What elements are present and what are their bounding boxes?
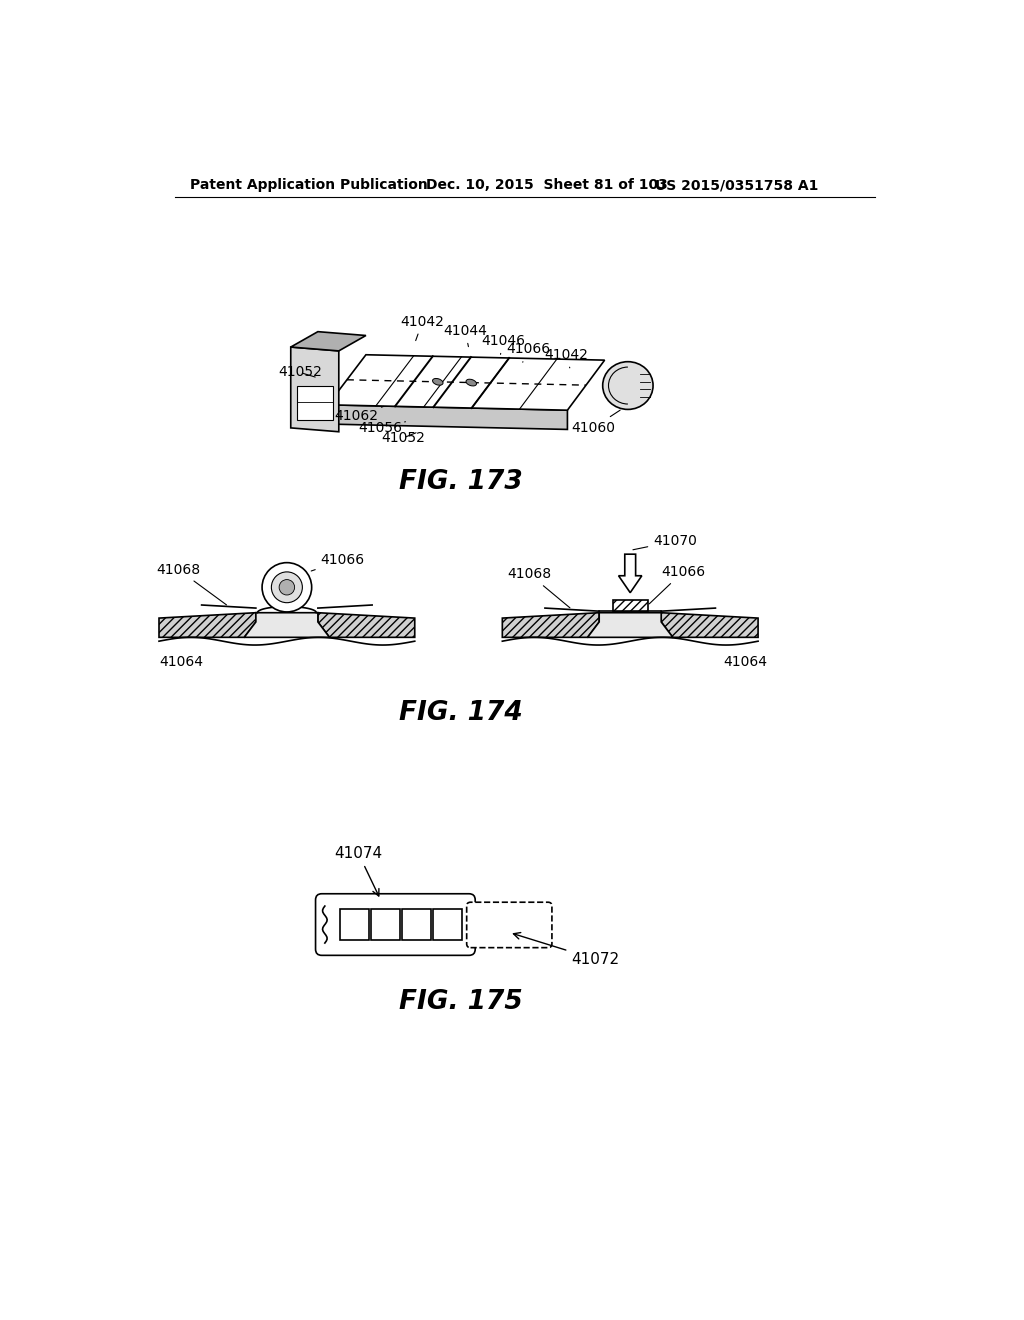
Bar xyxy=(612,601,647,611)
Text: 41062: 41062 xyxy=(335,407,384,424)
Text: 41042: 41042 xyxy=(400,314,444,341)
Text: 41064: 41064 xyxy=(159,655,203,669)
Polygon shape xyxy=(503,612,599,638)
Bar xyxy=(401,909,431,940)
Bar xyxy=(432,909,462,940)
Text: 41044: 41044 xyxy=(443,323,487,347)
Text: Dec. 10, 2015  Sheet 81 of 103: Dec. 10, 2015 Sheet 81 of 103 xyxy=(426,178,668,193)
Text: 41046: 41046 xyxy=(481,334,525,354)
Text: 41068: 41068 xyxy=(157,562,226,605)
Text: 41052: 41052 xyxy=(279,366,322,379)
Polygon shape xyxy=(317,612,415,638)
Polygon shape xyxy=(291,347,339,432)
Text: 41074: 41074 xyxy=(335,846,383,896)
Ellipse shape xyxy=(432,379,443,385)
Polygon shape xyxy=(245,612,330,638)
Polygon shape xyxy=(328,355,604,411)
Text: FIG. 175: FIG. 175 xyxy=(399,989,523,1015)
Text: 41070: 41070 xyxy=(633,535,697,549)
Text: FIG. 174: FIG. 174 xyxy=(399,700,523,726)
Text: FIG. 173: FIG. 173 xyxy=(399,469,523,495)
Text: Patent Application Publication: Patent Application Publication xyxy=(190,178,428,193)
Text: US 2015/0351758 A1: US 2015/0351758 A1 xyxy=(655,178,818,193)
Circle shape xyxy=(271,572,302,603)
Bar xyxy=(297,385,333,420)
Circle shape xyxy=(280,579,295,595)
Polygon shape xyxy=(291,331,366,351)
Text: 41066: 41066 xyxy=(311,553,365,572)
Polygon shape xyxy=(618,554,642,593)
Text: 41060: 41060 xyxy=(571,411,621,434)
Polygon shape xyxy=(588,612,673,638)
Bar xyxy=(371,909,400,940)
Polygon shape xyxy=(159,612,256,638)
Text: 41072: 41072 xyxy=(513,932,620,966)
Circle shape xyxy=(262,562,311,612)
Text: 41066: 41066 xyxy=(506,342,550,362)
Text: 41066: 41066 xyxy=(649,565,705,603)
Polygon shape xyxy=(662,612,758,638)
Polygon shape xyxy=(328,405,567,429)
Text: 41064: 41064 xyxy=(723,655,767,669)
Text: 41056: 41056 xyxy=(357,421,406,434)
Text: 41042: 41042 xyxy=(544,347,588,368)
FancyBboxPatch shape xyxy=(467,903,552,948)
Bar xyxy=(340,909,369,940)
Ellipse shape xyxy=(603,362,653,409)
Ellipse shape xyxy=(466,379,476,385)
Text: 41052: 41052 xyxy=(381,430,425,445)
Text: 41068: 41068 xyxy=(507,568,570,607)
FancyBboxPatch shape xyxy=(315,894,475,956)
